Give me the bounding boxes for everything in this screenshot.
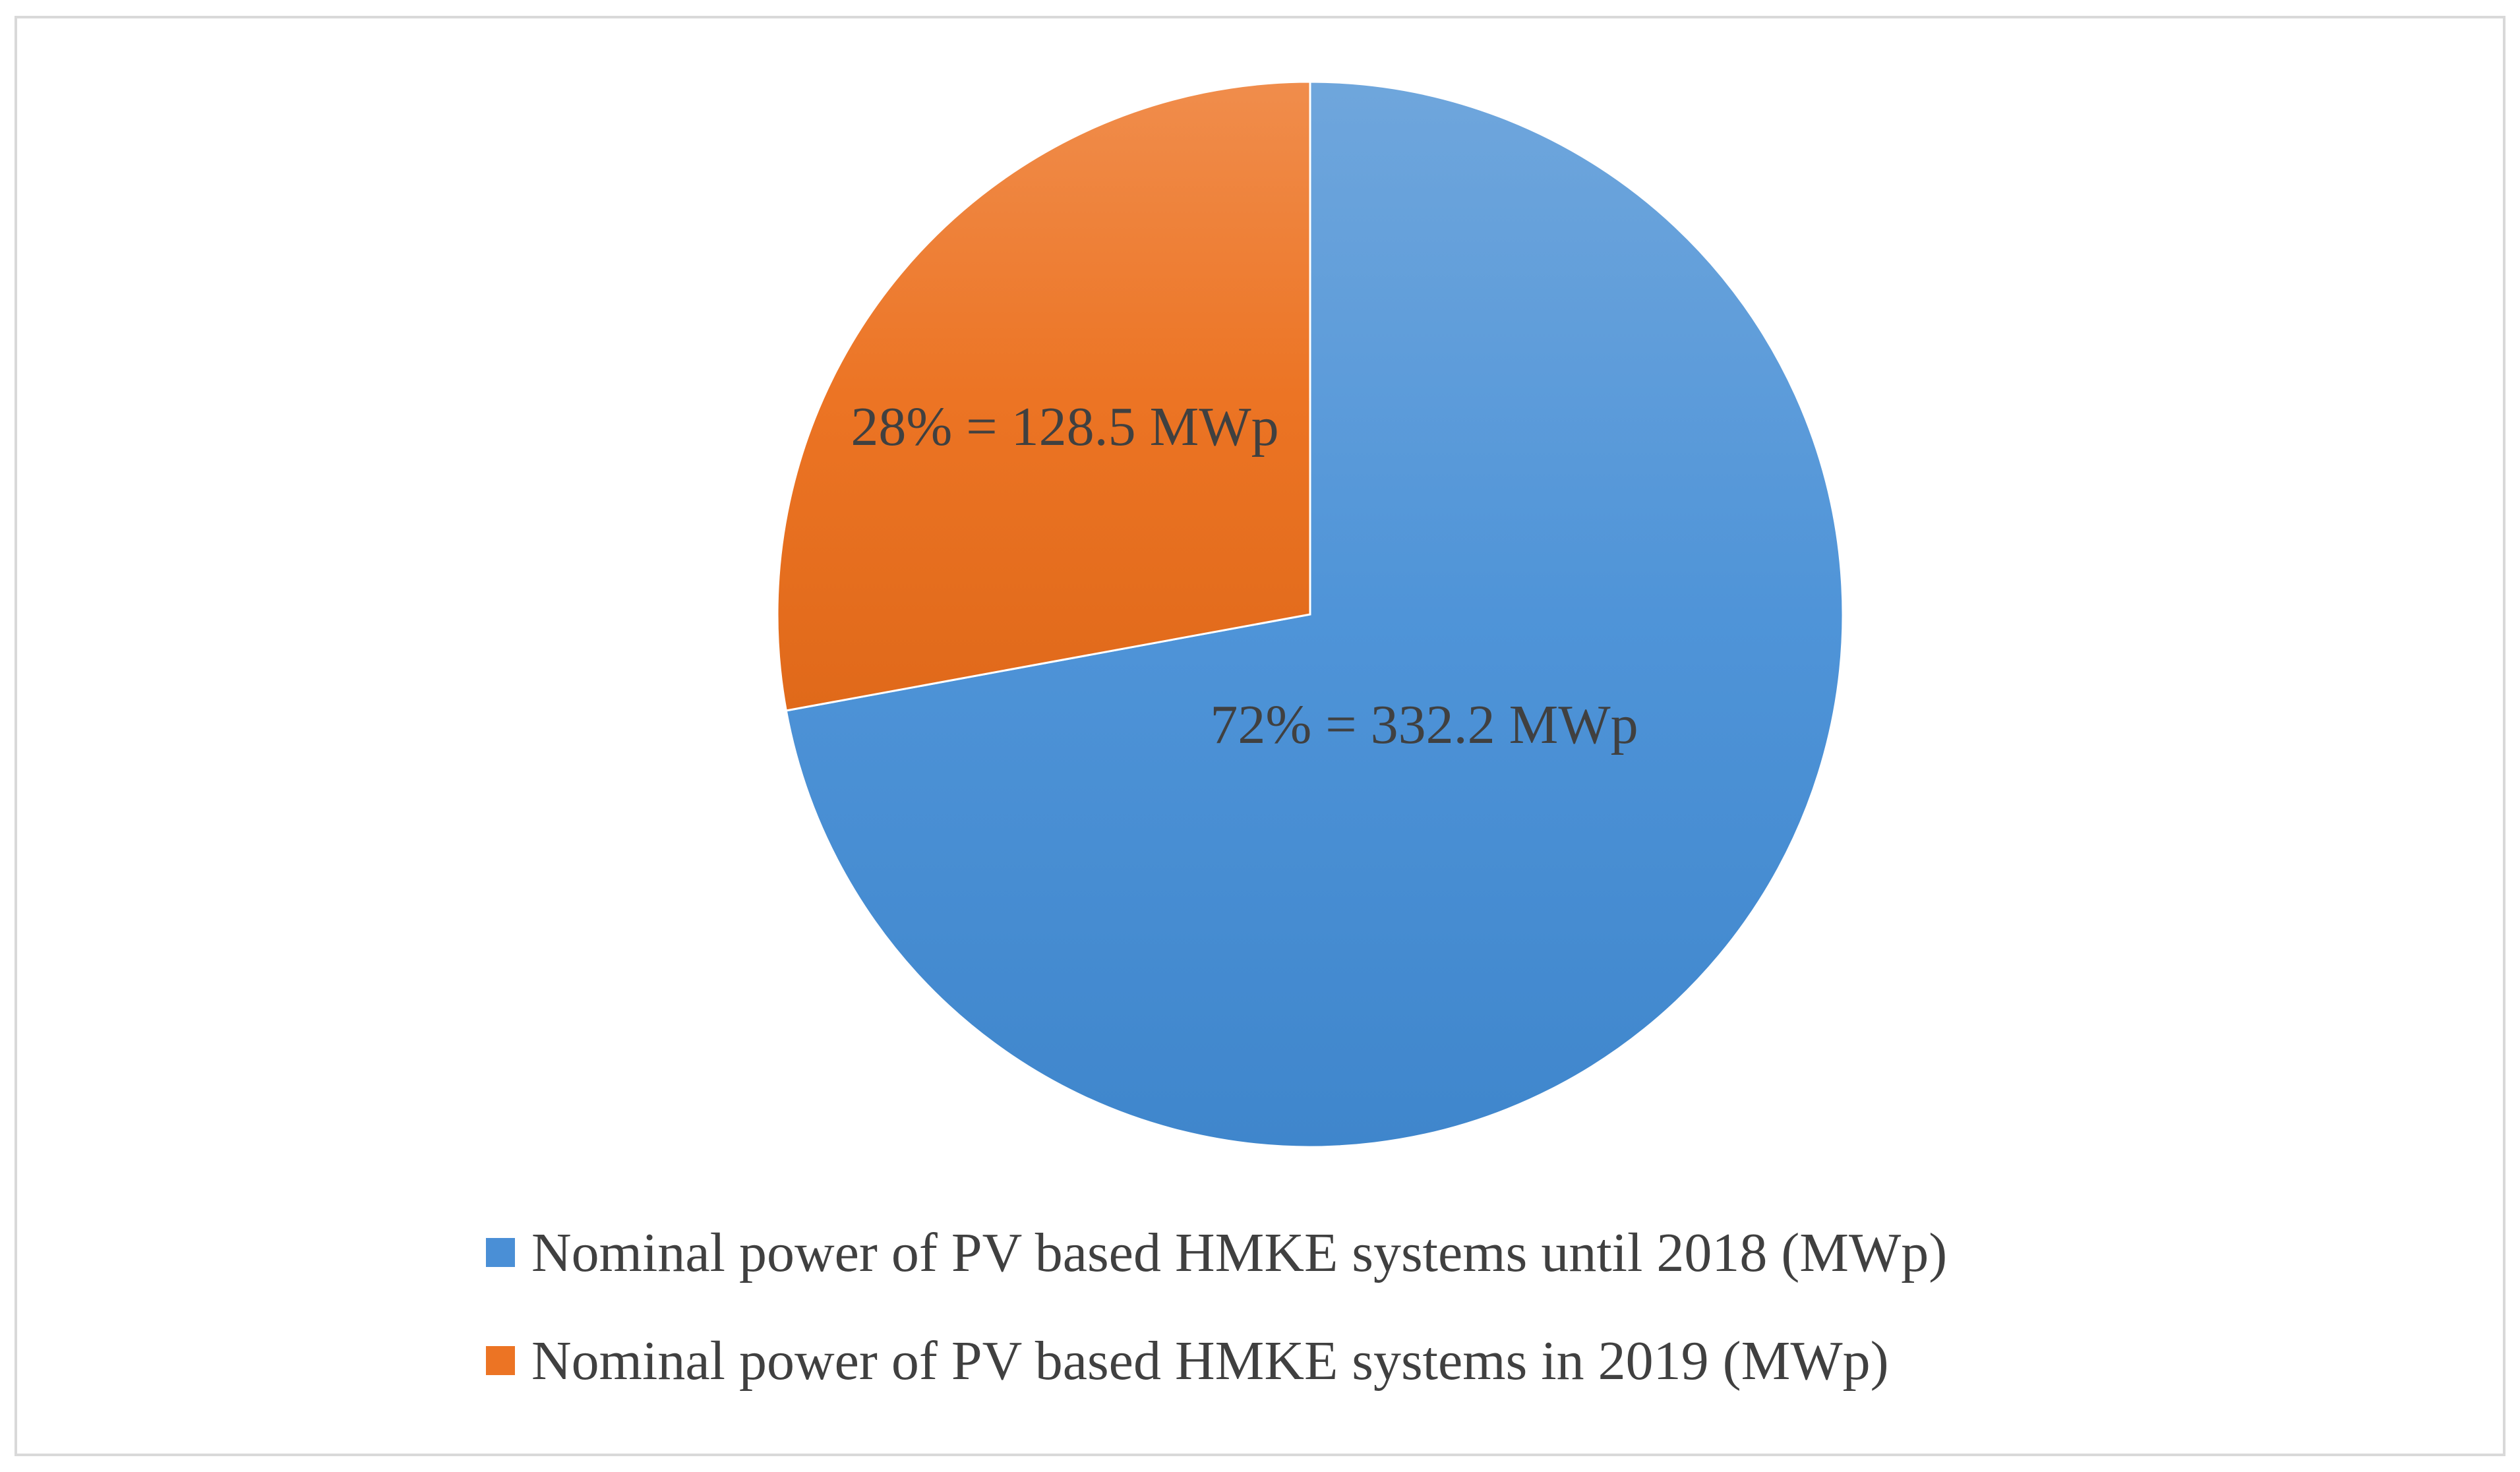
- legend-swatch-2: [486, 1346, 515, 1375]
- slice-label-1: 72% = 332.2 MWp: [1210, 694, 1638, 755]
- pie-slice-1: [785, 80, 1844, 1148]
- pie-slices: [776, 80, 1844, 1148]
- legend: Nominal power of PV based HMKE systems u…: [486, 1222, 1947, 1392]
- pie-slice-2: [776, 80, 1311, 712]
- legend-swatch-1: [486, 1238, 515, 1267]
- pie-slice-labels: 72% = 332.2 MWp 28% = 128.5 MWp: [851, 396, 1638, 755]
- slice-label-2: 28% = 128.5 MWp: [851, 396, 1278, 457]
- legend-label-2: Nominal power of PV based HMKE systems i…: [531, 1330, 1889, 1392]
- legend-label-1: Nominal power of PV based HMKE systems u…: [531, 1222, 1947, 1283]
